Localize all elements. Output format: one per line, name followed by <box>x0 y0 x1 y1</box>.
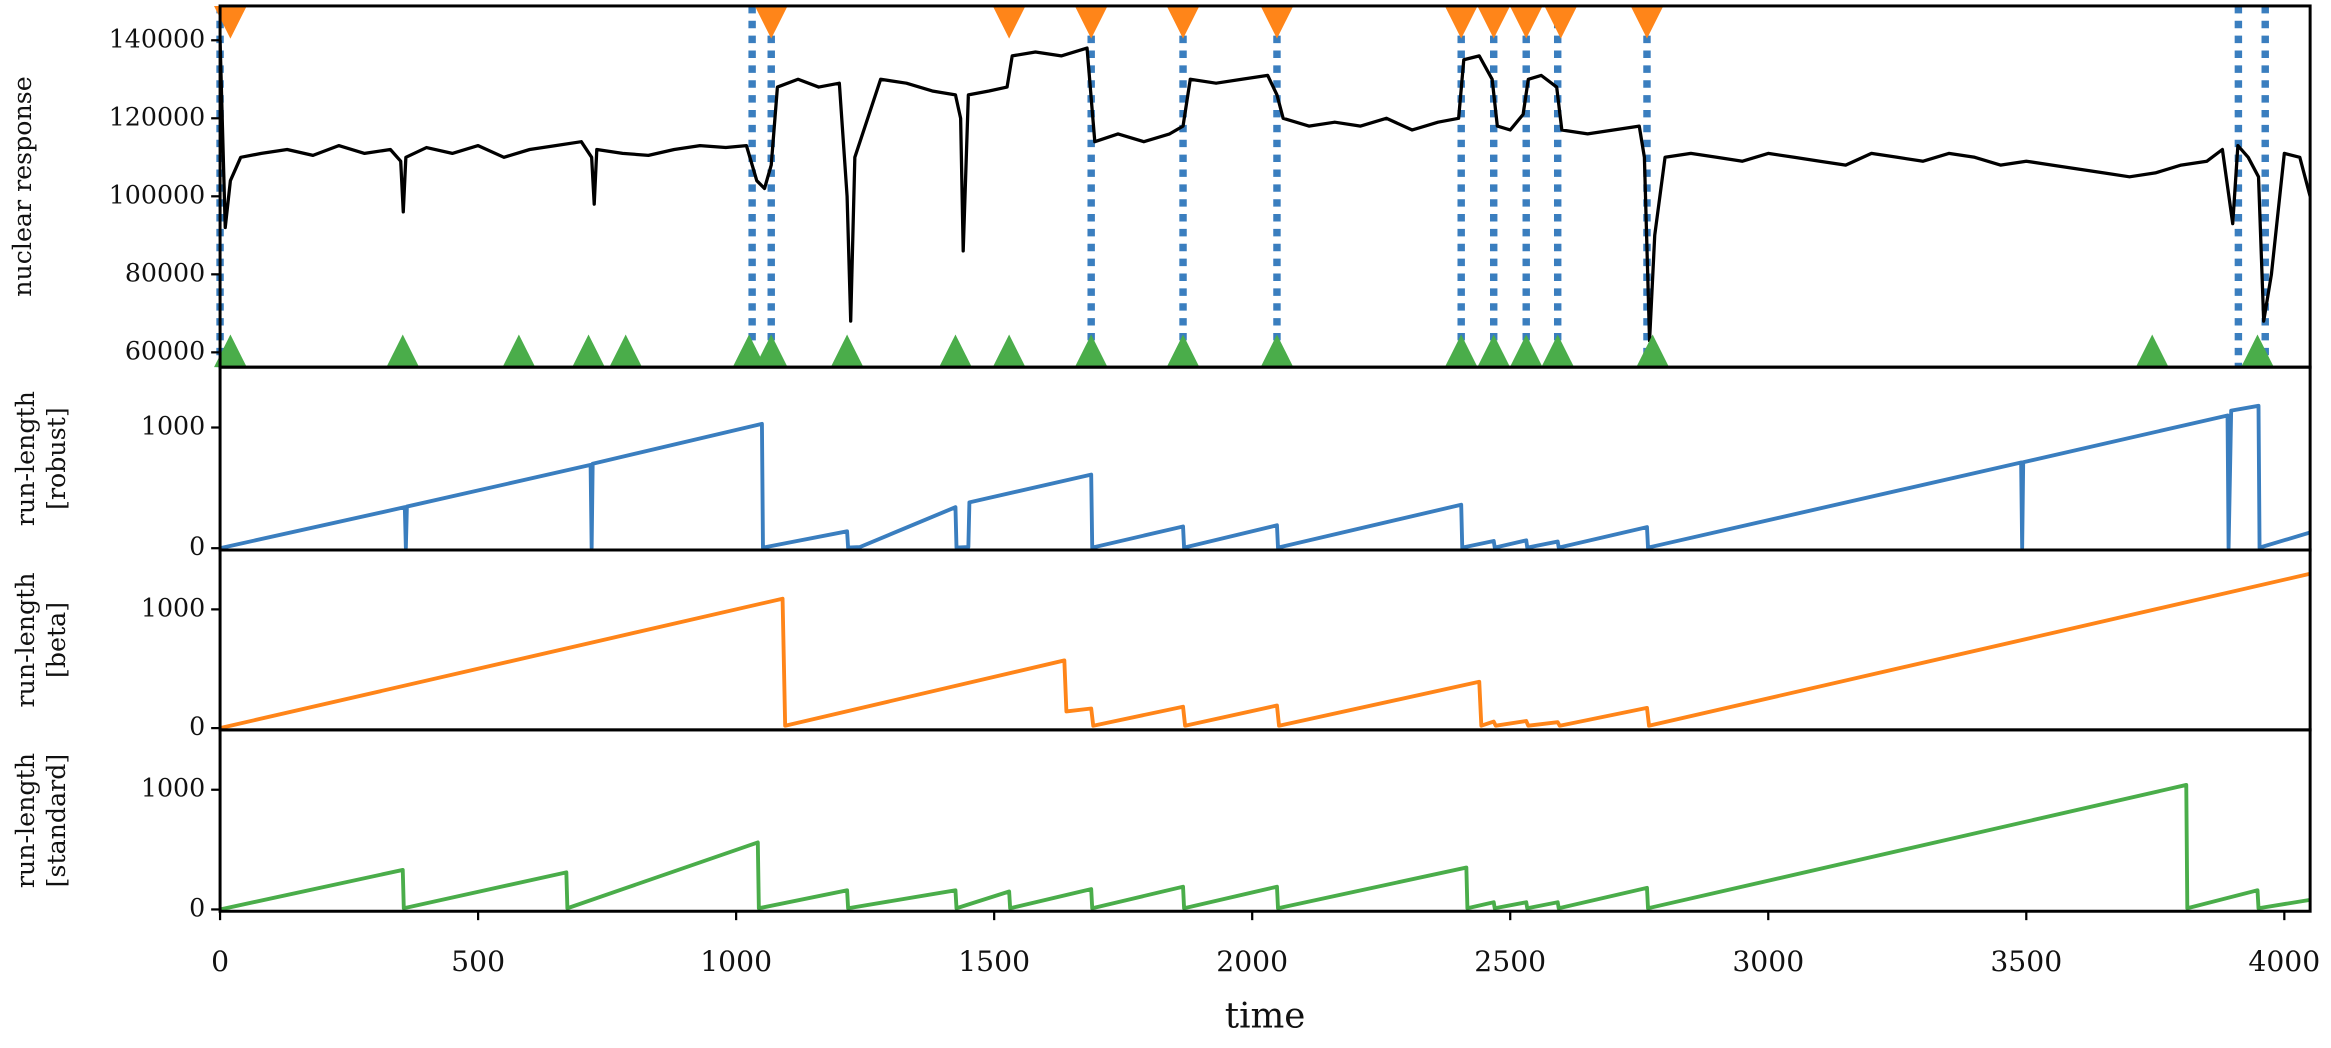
bottom-marker <box>1509 334 1543 368</box>
y-axis-label: [robust] <box>42 407 71 510</box>
bottom-marker <box>1444 334 1478 368</box>
top-marker <box>754 5 788 39</box>
bottom-marker <box>1260 334 1294 368</box>
y-tick-label: 0 <box>189 532 205 561</box>
bottom-marker <box>1166 334 1200 368</box>
y-tick-label: 60000 <box>125 336 205 365</box>
top-marker <box>1166 5 1200 39</box>
top-marker <box>1074 5 1108 39</box>
y-tick-label: 1000 <box>141 774 205 803</box>
bottom-marker <box>1541 334 1575 368</box>
x-tick-label: 3000 <box>1732 945 1804 978</box>
x-tick-label: 2000 <box>1216 945 1288 978</box>
y-tick-label: 1000 <box>141 593 205 622</box>
y-tick-label: 80000 <box>125 258 205 287</box>
top-marker <box>992 5 1026 39</box>
bottom-marker <box>2241 334 2274 368</box>
y-tick-label: 1000 <box>141 412 205 441</box>
top-marker <box>1444 5 1478 39</box>
panel-frame <box>218 4 2312 369</box>
bottom-marker <box>386 334 420 368</box>
bottom-marker <box>502 334 536 368</box>
bottom-marker <box>830 334 864 368</box>
bottom-marker <box>754 334 788 368</box>
y-tick-label: 140000 <box>109 24 205 53</box>
series-line <box>220 571 2311 730</box>
bottom-marker <box>609 334 643 368</box>
top-marker <box>1260 5 1294 39</box>
y-axis-label: nuclear response <box>8 76 37 296</box>
series-line <box>220 783 2311 912</box>
y-axis-label: run-length <box>11 753 40 888</box>
y-axis-label: [beta] <box>42 602 71 678</box>
x-axis-label: time <box>1225 995 1306 1036</box>
x-tick-label: 3500 <box>1990 945 2062 978</box>
bottom-marker <box>1477 334 1511 368</box>
panel-frame <box>218 365 2312 552</box>
x-tick-label: 0 <box>211 945 229 978</box>
bottom-marker <box>572 334 605 368</box>
bottom-marker <box>939 334 972 368</box>
bottom-marker <box>1636 334 1670 368</box>
x-tick-label: 500 <box>451 945 505 978</box>
series-line <box>220 403 2311 551</box>
x-tick-label: 1000 <box>700 945 772 978</box>
y-axis-label: [standard] <box>42 754 71 888</box>
x-tick-label: 1500 <box>958 945 1030 978</box>
y-tick-label: 0 <box>189 712 205 741</box>
bottom-marker <box>2135 334 2169 368</box>
y-tick-label: 0 <box>189 893 205 922</box>
x-tick-label: 2500 <box>1474 945 1546 978</box>
top-marker <box>1630 5 1664 39</box>
y-axis-label: run-length <box>11 391 40 526</box>
bottom-marker <box>1074 334 1108 368</box>
top-marker <box>214 5 247 39</box>
panel-frame <box>218 548 2312 732</box>
bottom-marker <box>992 334 1026 368</box>
top-marker <box>1477 5 1511 39</box>
series-line <box>220 40 2311 343</box>
y-axis-label: run-length <box>11 572 40 707</box>
top-marker <box>1509 5 1543 39</box>
y-tick-label: 100000 <box>109 180 205 209</box>
bottom-marker <box>732 334 766 368</box>
x-tick-label: 4000 <box>2248 945 2320 978</box>
bottom-marker <box>214 334 247 368</box>
panel-frame <box>218 728 2312 913</box>
top-marker <box>1544 5 1578 39</box>
y-tick-label: 120000 <box>109 102 205 131</box>
